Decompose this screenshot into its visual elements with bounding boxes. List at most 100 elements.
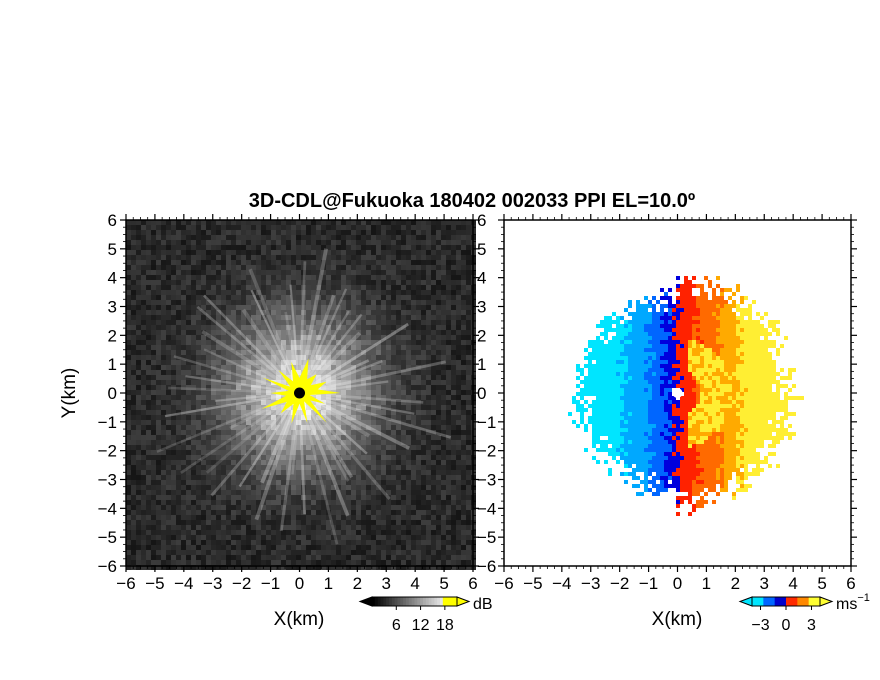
left-cell <box>331 400 336 405</box>
left-cell <box>171 530 176 535</box>
left-cell <box>316 310 321 315</box>
left-cell <box>371 270 376 275</box>
left-cell <box>216 280 221 285</box>
left-cell <box>256 365 261 370</box>
left-cell <box>351 490 356 495</box>
left-center-echo <box>261 358 341 424</box>
left-cell <box>176 405 181 410</box>
left-cell <box>306 500 311 505</box>
left-cell <box>211 550 216 555</box>
left-cell <box>346 325 351 330</box>
left-cell <box>411 490 416 495</box>
left-cell <box>371 485 376 490</box>
left-cell <box>271 285 276 290</box>
left-cell <box>186 445 191 450</box>
left-cell <box>186 530 191 535</box>
left-cell <box>416 300 421 305</box>
left-cell <box>406 240 411 245</box>
left-cell <box>406 220 411 225</box>
left-cell <box>441 305 446 310</box>
left-cell <box>466 560 471 565</box>
left-cell <box>266 420 271 425</box>
left-cell <box>151 290 156 295</box>
left-cell <box>456 435 461 440</box>
left-cell <box>171 555 176 560</box>
left-cell <box>146 345 151 350</box>
left-cell <box>141 440 146 445</box>
left-cell <box>161 350 166 355</box>
left-cell <box>191 500 196 505</box>
left-cell <box>436 515 441 520</box>
left-cell <box>221 355 226 360</box>
left-cell <box>141 515 146 520</box>
left-cell <box>421 510 426 515</box>
left-cell <box>441 450 446 455</box>
left-cell <box>296 360 301 365</box>
left-cell <box>386 485 391 490</box>
left-cell <box>376 515 381 520</box>
left-cell <box>356 280 361 285</box>
left-cell <box>366 475 371 480</box>
left-cell <box>426 535 431 540</box>
left-cell <box>266 385 271 390</box>
left-cell <box>131 365 136 370</box>
left-cell <box>356 250 361 255</box>
left-cell <box>266 285 271 290</box>
left-cell <box>146 420 151 425</box>
left-cell <box>316 225 321 230</box>
left-cell <box>231 325 236 330</box>
left-cell <box>441 445 446 450</box>
left-cell <box>316 355 321 360</box>
left-cell <box>191 220 196 225</box>
left-cell <box>401 410 406 415</box>
left-cell <box>431 445 436 450</box>
left-cell <box>406 245 411 250</box>
left-cell <box>446 430 451 435</box>
left-cell <box>391 220 396 225</box>
left-cell <box>176 395 181 400</box>
left-cell <box>221 475 226 480</box>
left-cell <box>236 340 241 345</box>
left-cell <box>266 335 271 340</box>
left-cell <box>196 420 201 425</box>
left-cell <box>251 400 256 405</box>
left-cell <box>451 435 456 440</box>
left-cell <box>261 415 266 420</box>
left-cell <box>281 345 286 350</box>
left-cell <box>391 355 396 360</box>
left-cell <box>376 365 381 370</box>
left-cell <box>466 565 471 570</box>
left-cell <box>441 300 446 305</box>
left-cell <box>396 245 401 250</box>
left-cell <box>316 535 321 540</box>
left-cell <box>356 530 361 535</box>
left-cell <box>156 480 161 485</box>
left-cell <box>266 425 271 430</box>
left-cell <box>161 370 166 375</box>
left-cell <box>341 415 346 420</box>
left-cell <box>386 315 391 320</box>
left-cell <box>146 455 151 460</box>
left-cell <box>316 330 321 335</box>
left-cell <box>461 475 466 480</box>
left-cell <box>261 360 266 365</box>
left-cell <box>346 535 351 540</box>
left-cell <box>306 490 311 495</box>
left-cell <box>276 235 281 240</box>
left-cell <box>321 440 326 445</box>
left-cell <box>391 380 396 385</box>
left-cell <box>461 335 466 340</box>
left-cell <box>316 480 321 485</box>
left-cell <box>336 565 341 570</box>
left-cell <box>211 515 216 520</box>
left-cell <box>306 325 311 330</box>
left-cell <box>306 440 311 445</box>
left-cell <box>221 450 226 455</box>
left-cell <box>381 365 386 370</box>
left-cell <box>256 320 261 325</box>
left-cell <box>261 260 266 265</box>
left-cell <box>206 390 211 395</box>
left-cell <box>146 280 151 285</box>
left-cell <box>281 405 286 410</box>
left-cell <box>451 265 456 270</box>
